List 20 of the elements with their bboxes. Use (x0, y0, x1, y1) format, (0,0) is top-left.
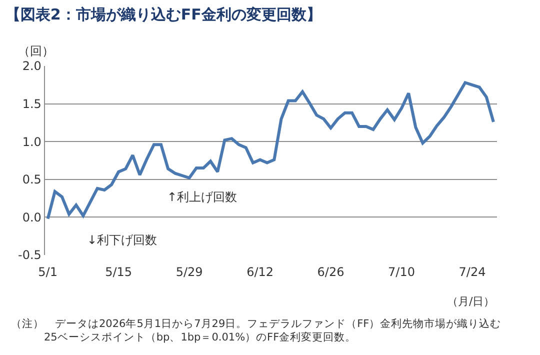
x-tick-label: 5/29 (176, 265, 203, 279)
x-axis-title: （月/日） (447, 295, 495, 308)
y-tick-label: 1.5 (22, 97, 42, 111)
x-tick-label: 5/1 (38, 265, 58, 279)
line-series (46, 81, 495, 220)
text: （注） データは2026年5月1日から7月29日。フェデラルファンド（FF）金利先物市場が織り込む 25ベーシスポイント（bp、1bp＝0.01%）のFF金利変更回数。 (11, 317, 502, 344)
y-tick-label: -0.5 (18, 248, 42, 262)
y-tick-label: 0.0 (22, 210, 42, 224)
x-tick-label: 6/26 (317, 265, 344, 279)
x-tick-label: 7/24 (458, 265, 486, 279)
x-tick-label: 7/10 (388, 265, 415, 279)
annotation: ↓利下げ回数 (87, 233, 158, 247)
y-tick-label: 0.5 (22, 172, 42, 187)
annotation: ↑利上げ回数 (167, 190, 238, 204)
y-tick-label: 1.0 (22, 134, 42, 149)
x-tick-label: 6/12 (246, 265, 274, 279)
chart-title: 【図表2：市場が織り込むFF金利の変更回数】 (5, 5, 322, 24)
x-tick-label: 5/15 (105, 265, 132, 279)
y-tick-label: 2.0 (22, 59, 42, 74)
y-axis-title: （回） (18, 44, 54, 58)
